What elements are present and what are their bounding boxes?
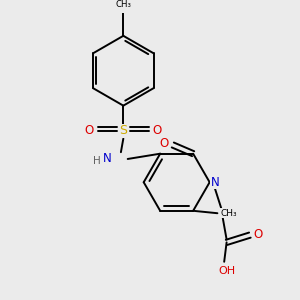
Text: CH₃: CH₃ [220,209,237,218]
Text: O: O [254,228,263,241]
Text: H: H [93,156,101,167]
Text: O: O [159,137,169,151]
Text: CH₃: CH₃ [115,0,131,9]
Text: OH: OH [218,266,236,277]
Text: O: O [85,124,94,137]
Text: O: O [153,124,162,137]
Text: S: S [119,124,127,137]
Text: N: N [211,176,220,189]
Text: N: N [103,152,112,164]
